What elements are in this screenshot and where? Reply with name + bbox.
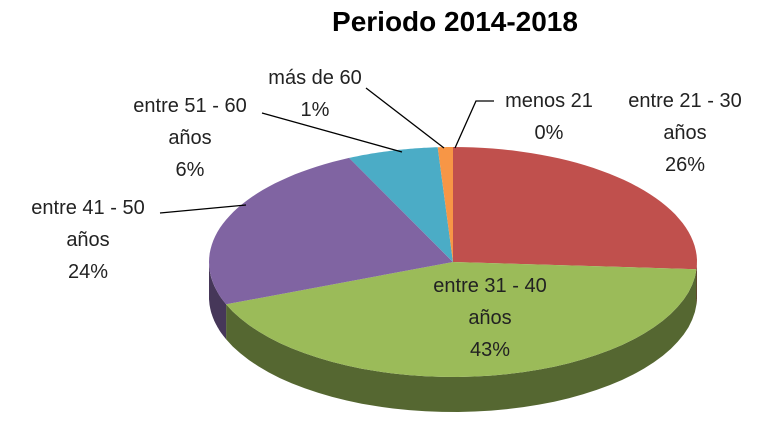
pie-slice-side [696, 262, 697, 305]
pie-slice-side [226, 269, 697, 412]
category-label: menos 21 [505, 90, 593, 112]
data-label: entre 31 - 40 años 43% [415, 270, 565, 366]
pie-top [209, 147, 697, 377]
value-label: 6% [175, 159, 205, 181]
value-label: 26% [664, 154, 706, 176]
leader-line [261, 112, 403, 153]
leader-line [365, 87, 445, 149]
pie-slice [453, 147, 697, 270]
pie-slice-side [209, 262, 227, 340]
pie-slice [226, 262, 697, 377]
data-label: entre 21 - 30 años 26% [610, 85, 757, 181]
category-label: entre 31 - 40 años [433, 275, 547, 329]
data-label: más de 60 1% [240, 62, 390, 126]
category-label: entre 21 - 30 años [628, 90, 742, 144]
value-label: 43% [469, 339, 511, 361]
value-label: 0% [534, 122, 564, 144]
pie-slice [437, 147, 453, 262]
pie-side [209, 262, 697, 412]
category-label: entre 41 - 50 años [31, 197, 145, 251]
data-label: entre 41 - 50 años 24% [13, 192, 163, 288]
leader-line [159, 204, 247, 214]
data-label: menos 21 0% [474, 85, 624, 149]
category-label: más de 60 [268, 67, 362, 89]
value-label: 1% [300, 99, 330, 121]
pie-slice [349, 147, 453, 262]
leader-lines [159, 87, 494, 214]
chart-title: Periodo 2014-2018 [332, 6, 578, 37]
value-label: 24% [67, 261, 109, 283]
leader-line [454, 100, 494, 149]
pie-slice [209, 157, 453, 305]
category-label: entre 51 - 60 años [133, 95, 247, 149]
data-label: entre 51 - 60 años 6% [115, 90, 265, 186]
